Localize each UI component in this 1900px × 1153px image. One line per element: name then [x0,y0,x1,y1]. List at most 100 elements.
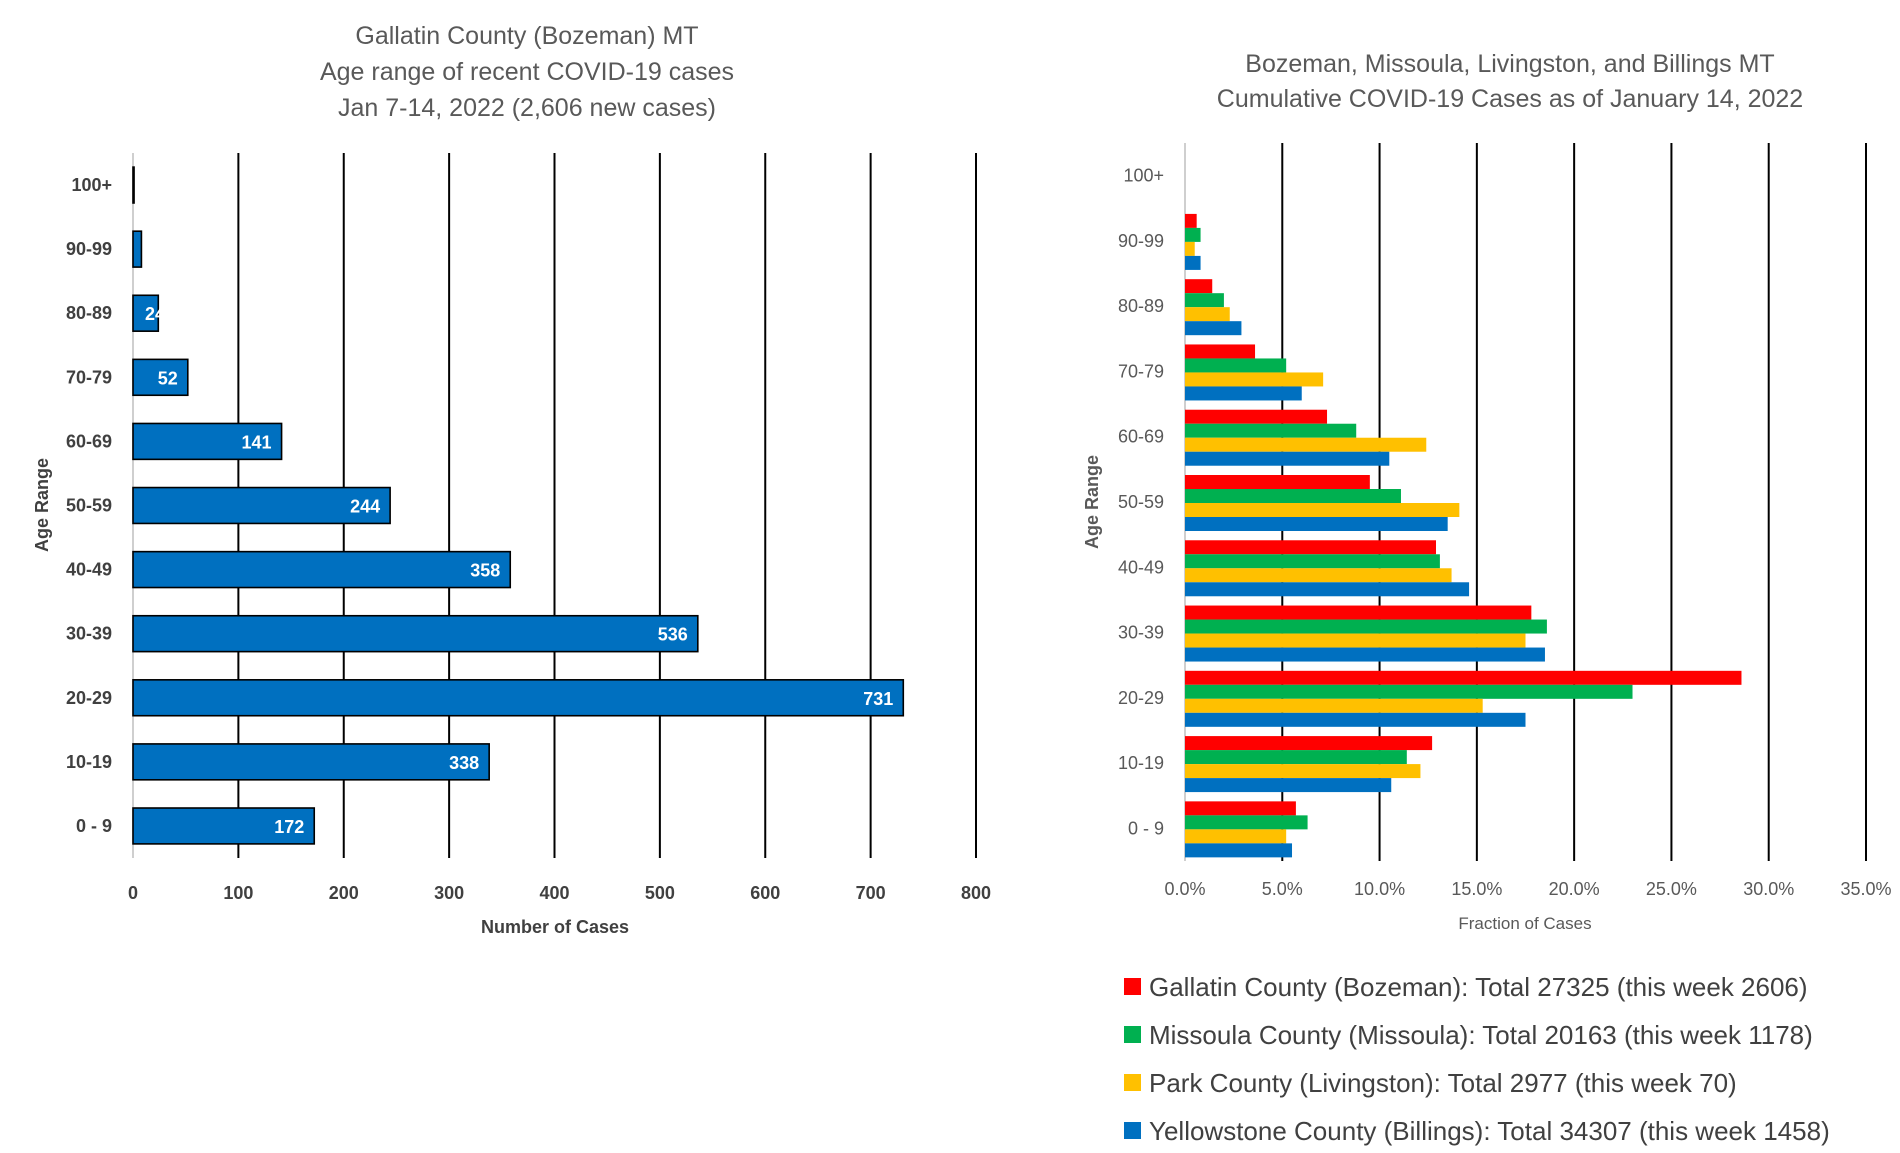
left-y-tick-label: 30-39 [66,624,112,644]
right-bar [1185,619,1547,634]
right-bar [1185,307,1230,322]
right-y-tick-label: 30-39 [1118,623,1164,643]
right-bar [1185,815,1308,830]
left-y-tick-label: 20-29 [66,688,112,708]
left-data-label: 172 [274,817,304,837]
left-x-axis-title: Number of Cases [481,917,629,937]
right-x-tick-label: 15.0% [1451,879,1502,899]
left-y-tick-label: 40-49 [66,560,112,580]
left-data-label: 338 [449,753,479,773]
right-y-tick-label: 20-29 [1118,688,1164,708]
left-x-tick-label: 100 [223,883,253,903]
left-chart-title-line: Jan 7-14, 2022 (2,606 new cases) [338,94,716,122]
left-x-tick-label: 600 [750,883,780,903]
right-bar [1185,684,1633,699]
left-bar [132,614,699,653]
legend-swatch [1124,978,1141,995]
right-y-axis-title: Age Range [1082,455,1102,549]
left-x-tick-label: 500 [645,883,675,903]
right-bar [1185,778,1392,793]
right-bar [1185,698,1483,713]
right-x-tick-label: 0.0% [1164,879,1205,899]
left-y-axis-title: Age Range [32,458,52,552]
right-bar [1185,517,1448,531]
left-chart-title-line: Gallatin County (Bozeman) MT [355,22,698,50]
left-y-tick-label: 0 - 9 [76,816,112,836]
right-y-tick-label: 90-99 [1118,231,1164,251]
right-bar [1185,293,1224,308]
right-x-axis-title: Fraction of Cases [1458,914,1591,933]
right-y-tick-label: 100+ [1123,166,1164,186]
left-bar [132,743,490,781]
right-bar [1185,633,1526,648]
right-bar [1185,647,1545,662]
right-bar [1185,227,1201,242]
right-chart-title-line: Bozeman, Missoula, Livingston, and Billi… [1245,50,1774,78]
left-chart: Gallatin County (Bozeman) MT Age range of… [32,22,991,937]
right-bar [1185,801,1296,816]
left-x-tick-label: 0 [128,883,138,903]
left-bar [132,358,189,397]
right-x-tick-label: 30.0% [1743,879,1794,899]
left-bar [132,422,283,461]
left-bar [132,807,316,845]
right-y-tick-label: 70-79 [1118,361,1164,381]
left-bar [132,679,905,717]
left-y-tick-label: 10-19 [66,752,112,772]
left-data-label: 536 [658,625,688,645]
right-bar [1185,321,1242,336]
right-bar [1185,255,1201,270]
left-y-tick-label: 70-79 [66,367,112,387]
left-bar [132,230,143,268]
right-bar [1185,670,1742,685]
left-y-tick-label: 60-69 [66,431,112,451]
right-x-tick-label: 10.0% [1354,879,1405,899]
left-chart-title-line: Age range of recent COVID-19 cases [320,58,734,86]
right-bar [1185,213,1197,228]
right-bar [1185,409,1328,424]
legend-entry: Missoula County (Missoula): Total 20163 … [1149,1020,1813,1050]
right-bar [1185,372,1324,387]
left-x-tick-label: 700 [856,883,886,903]
right-bar [1185,423,1357,438]
legend-entry: Gallatin County (Bozeman): Total 27325 (… [1149,972,1808,1002]
right-bar [1185,475,1370,489]
legend: Gallatin County (Bozeman): Total 27325 (… [1124,972,1830,1146]
right-bar [1185,344,1256,359]
right-bar [1185,437,1427,452]
right-y-tick-label: 0 - 9 [1128,818,1164,838]
right-bar [1185,764,1421,779]
left-x-tick-label: 400 [539,883,569,903]
left-bar [132,166,135,204]
left-data-label: 141 [242,432,272,452]
legend-entry: Yellowstone County (Billings): Total 343… [1149,1116,1830,1146]
left-data-label: 52 [158,368,178,388]
right-bar [1185,582,1470,597]
right-chart: Bozeman, Missoula, Livingston, and Billi… [1082,50,1892,933]
right-x-tick-label: 25.0% [1646,879,1697,899]
left-data-label: 358 [470,561,500,581]
right-bar [1185,843,1293,858]
right-bar [1185,279,1213,294]
left-bar [132,294,160,332]
right-x-tick-label: 35.0% [1840,879,1891,899]
left-data-label: 244 [350,497,380,517]
left-data-label: 24 [145,304,165,324]
right-bar [1185,829,1287,844]
left-x-tick-label: 300 [434,883,464,903]
right-bar [1185,540,1436,555]
left-bar [132,550,512,589]
right-bar [1185,358,1287,373]
right-y-tick-label: 10-19 [1118,753,1164,773]
right-bar [1185,750,1407,765]
right-bar [1185,712,1526,727]
right-bar [1185,605,1532,620]
right-bar [1185,451,1390,466]
right-x-tick-label: 5.0% [1262,879,1303,899]
left-y-tick-label: 90-99 [66,239,112,259]
right-y-tick-label: 40-49 [1118,557,1164,577]
left-x-tick-label: 800 [961,883,991,903]
left-y-tick-label: 100+ [71,175,112,195]
right-y-tick-label: 50-59 [1118,492,1164,512]
